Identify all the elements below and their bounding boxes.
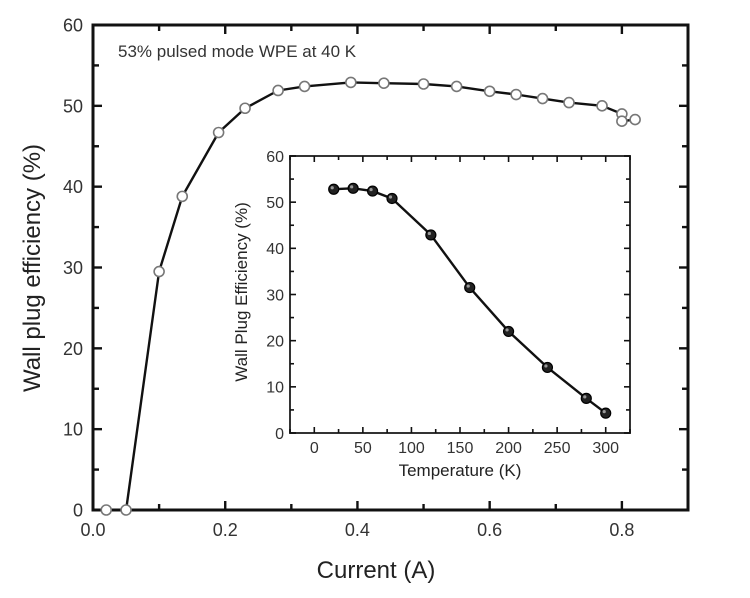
data-point <box>541 361 554 374</box>
data-point <box>153 265 165 278</box>
data-point-highlight <box>466 284 470 288</box>
data-point <box>176 190 189 203</box>
x-tick-label: 0.4 <box>345 520 370 540</box>
data-point-highlight <box>330 186 334 190</box>
y-tick-label: 50 <box>63 96 83 116</box>
inset-axis-ticks: 0 50 100 150 200 250 300 0 10 20 30 40 50 60 <box>266 149 631 457</box>
inset-data-series <box>328 182 612 419</box>
y-tick-label: 20 <box>266 333 284 350</box>
data-point-highlight <box>369 187 373 192</box>
data-point <box>272 84 284 97</box>
x-tick-label: 200 <box>495 440 522 457</box>
data-point <box>417 78 430 90</box>
data-point <box>239 102 251 115</box>
data-point-highlight <box>505 328 509 332</box>
data-point <box>425 229 437 241</box>
data-point <box>212 126 225 139</box>
y-tick-label: 60 <box>266 149 284 166</box>
data-point <box>629 113 641 126</box>
data-point <box>580 392 592 404</box>
data-point <box>596 100 608 112</box>
data-point <box>120 504 132 516</box>
x-tick-label: 0 <box>310 440 319 457</box>
y-tick-label: 30 <box>63 258 83 278</box>
inset-plot: 0 50 100 150 200 250 300 0 10 20 30 40 50 60 Temperat… <box>232 149 631 480</box>
main-y-axis-title: Wall plug efficiency (%) <box>19 144 46 392</box>
y-tick-label: 30 <box>266 287 284 304</box>
y-tick-label: 40 <box>63 177 83 197</box>
x-tick-label: 50 <box>354 440 372 457</box>
data-point-highlight <box>350 185 354 189</box>
data-point <box>345 76 357 89</box>
inset-y-axis-title: Wall Plug Efficiency (%) <box>232 202 251 382</box>
data-point <box>536 92 549 105</box>
data-point <box>464 281 476 294</box>
main-annotation: 53% pulsed mode WPE at 40 K <box>118 42 357 61</box>
data-point <box>600 407 612 419</box>
inset-x-axis-title: Temperature (K) <box>399 461 522 480</box>
x-tick-label: 0.2 <box>213 520 238 540</box>
y-tick-label: 0 <box>275 426 284 443</box>
y-tick-label: 60 <box>63 15 83 35</box>
data-point-highlight <box>427 231 431 236</box>
x-tick-label: 150 <box>447 440 474 457</box>
data-point <box>510 88 522 101</box>
data-point <box>298 80 311 93</box>
y-tick-label: 50 <box>266 195 284 212</box>
y-tick-label: 20 <box>63 339 83 359</box>
data-line <box>333 187 607 415</box>
data-point <box>563 96 575 109</box>
main-x-axis-title: Current (A) <box>317 557 436 584</box>
x-tick-label: 100 <box>398 440 425 457</box>
data-point-highlight <box>544 364 548 368</box>
data-point-highlight <box>602 410 606 414</box>
y-tick-label: 10 <box>63 420 83 440</box>
data-point <box>366 185 379 197</box>
data-point <box>386 192 398 205</box>
x-tick-label: 250 <box>544 440 571 457</box>
y-tick-label: 40 <box>266 241 284 258</box>
data-point <box>328 183 340 195</box>
x-tick-label: 300 <box>592 440 619 457</box>
x-tick-label: 0.0 <box>80 520 105 540</box>
main-plot: 0.0 0.2 0.4 0.6 0.8 0 10 20 30 40 50 60 53% pulsed … <box>19 15 690 584</box>
main-data-series <box>100 76 641 516</box>
data-point <box>502 325 515 338</box>
x-tick-label: 0.6 <box>477 520 502 540</box>
data-point <box>378 77 390 89</box>
data-point <box>347 182 359 194</box>
data-point <box>450 80 463 93</box>
y-tick-label: 10 <box>266 380 284 397</box>
data-point-highlight <box>388 195 393 199</box>
data-point <box>100 504 113 516</box>
y-tick-label: 0 <box>73 500 83 520</box>
data-point-highlight <box>583 395 587 399</box>
main-axis-ticks: 0.0 0.2 0.4 0.6 0.8 0 10 20 30 40 50 60 <box>63 15 690 540</box>
data-point <box>483 85 496 98</box>
data-point <box>616 115 628 127</box>
x-tick-label: 0.8 <box>609 520 634 540</box>
